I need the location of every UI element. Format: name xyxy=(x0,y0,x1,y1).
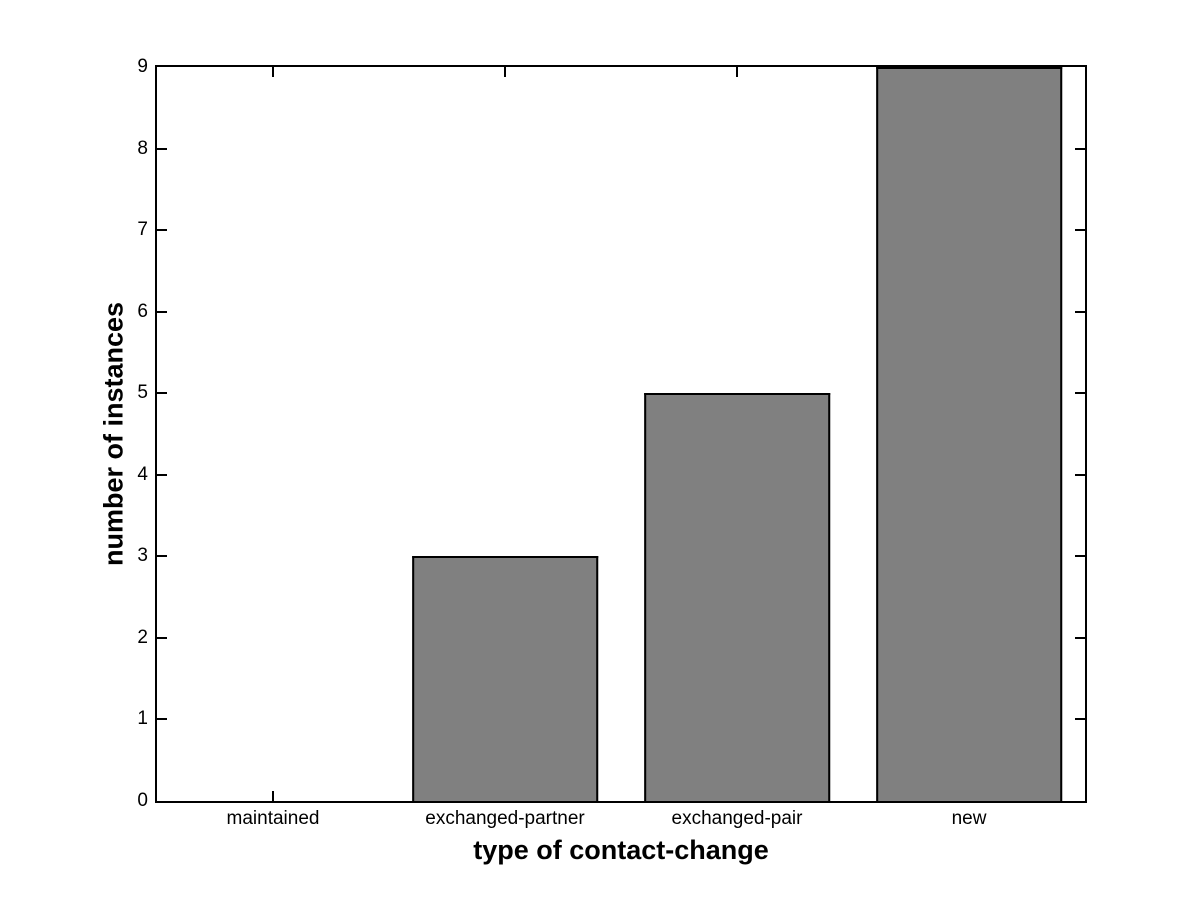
y-tick-label: 2 xyxy=(137,626,148,648)
bar-exchanged-pair xyxy=(644,393,830,801)
y-tick-mark xyxy=(1075,636,1085,639)
y-tick-mark xyxy=(1075,555,1085,558)
y-tick-label: 7 xyxy=(137,219,148,241)
x-tick-label: new xyxy=(951,808,987,829)
y-tick-mark xyxy=(1075,310,1085,313)
y-axis-label: number of instances xyxy=(98,301,129,567)
y-tick-label: 5 xyxy=(137,382,148,404)
y-tick-mark xyxy=(157,473,167,476)
y-tick-label: 1 xyxy=(137,708,148,730)
x-tick-mark xyxy=(504,67,506,77)
x-tick-label: exchanged-pair xyxy=(671,808,803,829)
x-tick-label: maintained xyxy=(226,808,320,829)
y-tick-mark xyxy=(157,555,167,558)
y-tick-mark xyxy=(1075,229,1085,232)
y-tick-mark xyxy=(157,147,167,150)
y-tick-mark xyxy=(157,229,167,232)
y-tick-label: 0 xyxy=(137,790,148,811)
y-tick-label: 6 xyxy=(137,300,148,322)
y-tick-mark xyxy=(157,636,167,639)
y-tick-label: 4 xyxy=(137,463,148,485)
x-tick-label: exchanged-partner xyxy=(425,808,585,829)
y-tick-mark xyxy=(1075,473,1085,476)
y-tick-label: 3 xyxy=(137,545,148,567)
bar-new xyxy=(876,67,1062,801)
y-tick-mark xyxy=(1075,147,1085,150)
y-tick-mark xyxy=(157,718,167,721)
plot-area xyxy=(155,65,1087,803)
y-tick-label: 9 xyxy=(137,56,148,77)
x-axis-tick-labels: maintained exchanged-partner exchanged-pai… xyxy=(157,807,1085,833)
y-axis-tick-labels: 0 1 2 3 4 5 6 7 8 9 xyxy=(0,56,148,811)
y-tick-mark xyxy=(157,392,167,395)
y-tick-mark xyxy=(157,310,167,313)
x-tick-mark xyxy=(272,67,274,77)
y-tick-mark xyxy=(1075,718,1085,721)
y-tick-mark xyxy=(1075,392,1085,395)
x-tick-mark xyxy=(736,67,738,77)
x-axis-label: type of contact-change xyxy=(473,835,769,865)
x-tick-mark xyxy=(272,791,274,801)
y-tick-label: 8 xyxy=(137,137,148,159)
bar-exchanged-partner xyxy=(412,556,598,801)
